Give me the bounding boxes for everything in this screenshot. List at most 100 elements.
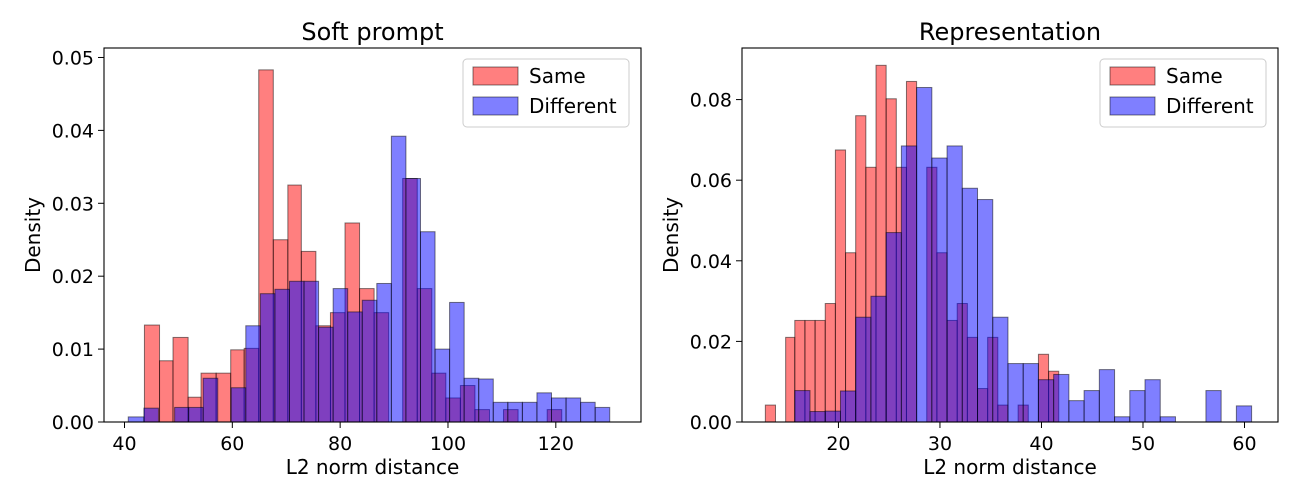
bar-same-6: [824, 303, 836, 423]
bar-different-14: [332, 288, 349, 423]
bar-different-7: [900, 145, 918, 423]
bar-different-17: [1053, 373, 1070, 423]
bar-different-16: [361, 299, 378, 423]
legend-label-different: Different: [1166, 94, 1254, 118]
y-tick-label: 0.05: [52, 47, 94, 69]
x-tick-label: 100: [430, 433, 466, 455]
bar-same-0: [143, 324, 161, 423]
bar-different-12: [977, 199, 994, 423]
series-different: [794, 86, 1253, 423]
bar-different-1: [809, 411, 826, 423]
y-tick-label: 0.02: [52, 266, 94, 288]
bar-different-3: [839, 390, 857, 423]
bar-different-23: [1144, 379, 1161, 423]
y-tick-label: 0.00: [690, 412, 732, 434]
y-tick-label: 0.06: [690, 170, 732, 192]
legend-label-same: Same: [1166, 64, 1223, 88]
bar-different-4: [188, 406, 204, 423]
x-tick-label: 20: [826, 433, 850, 455]
legend: Same Different: [462, 58, 630, 128]
y-tick-label: 0.08: [690, 90, 732, 112]
y-tick-label: 0.01: [52, 339, 94, 361]
bar-different-20: [419, 231, 436, 423]
bar-same-0: [764, 404, 777, 423]
bar-different-10: [946, 145, 963, 423]
bar-different-8: [916, 86, 933, 423]
bar-different-10: [274, 288, 290, 423]
bar-different-9: [931, 157, 948, 423]
bar-different-13: [318, 326, 334, 423]
bar-different-21: [434, 348, 451, 423]
y-tick-label: 0.04: [52, 120, 94, 142]
bar-different-25: [492, 401, 509, 423]
x-tick-label: 60: [1232, 433, 1256, 455]
bar-different-11: [288, 280, 305, 423]
y-axis-label: Density: [659, 197, 683, 273]
bar-different-24: [1159, 416, 1176, 423]
bar-different-29: [551, 397, 567, 423]
bar-different-19: [1083, 390, 1100, 423]
bar-same-5: [814, 319, 826, 423]
bar-different-3: [174, 406, 190, 423]
legend-swatch-different: [472, 96, 519, 116]
bar-different-0: [794, 390, 811, 423]
bar-different-19: [405, 177, 421, 423]
panel-soft-prompt: 40 60 80 100 120 0.00 0.01 0.02 0.03 0.04 0.05 Soft…: [21, 18, 642, 479]
y-tick-label: 0.02: [690, 331, 732, 353]
bar-different-8: [245, 325, 261, 423]
series-different: [127, 135, 611, 423]
x-tick-label: 30: [928, 433, 952, 455]
bar-same-1: [159, 360, 174, 423]
x-axis-label: L2 norm distance: [286, 455, 460, 479]
bar-different-30: [565, 397, 582, 423]
bar-different-5: [202, 377, 219, 423]
legend-swatch-same: [1109, 66, 1156, 86]
bar-different-16: [1037, 379, 1055, 423]
bar-different-23: [463, 377, 480, 423]
bar-different-28: [536, 392, 552, 423]
chart-title: Representation: [919, 18, 1101, 46]
bar-different-31: [580, 401, 596, 423]
bar-different-7: [230, 387, 247, 423]
bar-different-13: [992, 316, 1009, 423]
bar-different-24: [478, 378, 494, 423]
legend-label-same: Same: [529, 64, 586, 88]
x-tick-label: 40: [112, 433, 136, 455]
bar-different-17: [376, 282, 392, 423]
bar-different-11: [961, 187, 979, 423]
bar-different-29: [1235, 405, 1253, 423]
x-tick-label: 120: [538, 433, 574, 455]
bar-different-15: [1022, 363, 1039, 423]
bar-different-18: [390, 135, 407, 423]
y-tick-label: 0.03: [52, 193, 94, 215]
x-tick-label: 80: [328, 433, 352, 455]
bar-different-26: [507, 401, 523, 423]
bar-different-5: [870, 295, 887, 423]
bar-same-2: [785, 336, 796, 423]
legend-swatch-same: [472, 66, 519, 86]
bar-different-32: [594, 406, 611, 423]
bar-different-27: [521, 401, 538, 423]
bar-different-2: [824, 410, 841, 423]
bar-different-4: [855, 316, 872, 423]
bar-same-5: [215, 372, 232, 423]
bar-different-6: [885, 232, 902, 423]
bar-different-0: [127, 416, 145, 423]
bar-different-12: [303, 280, 320, 423]
x-tick-label: 50: [1131, 433, 1155, 455]
bar-different-9: [259, 293, 276, 423]
bar-different-22: [1129, 390, 1146, 423]
y-axis-label: Density: [21, 197, 45, 273]
bar-different-14: [1007, 363, 1024, 423]
x-axis-label: L2 norm distance: [923, 455, 1097, 479]
bar-different-22: [449, 301, 465, 423]
y-tick-label: 0.00: [52, 412, 94, 434]
y-tick-label: 0.04: [690, 251, 732, 273]
bar-different-15: [347, 311, 363, 423]
bar-different-1: [143, 407, 159, 423]
axes-frame: [103, 47, 642, 423]
panel-representation: 20 30 40 50 60 0.00 0.02 0.04 0.06 0.08 Representa…: [659, 18, 1279, 479]
x-tick-label: 60: [220, 433, 244, 455]
x-tick-label: 40: [1029, 433, 1053, 455]
